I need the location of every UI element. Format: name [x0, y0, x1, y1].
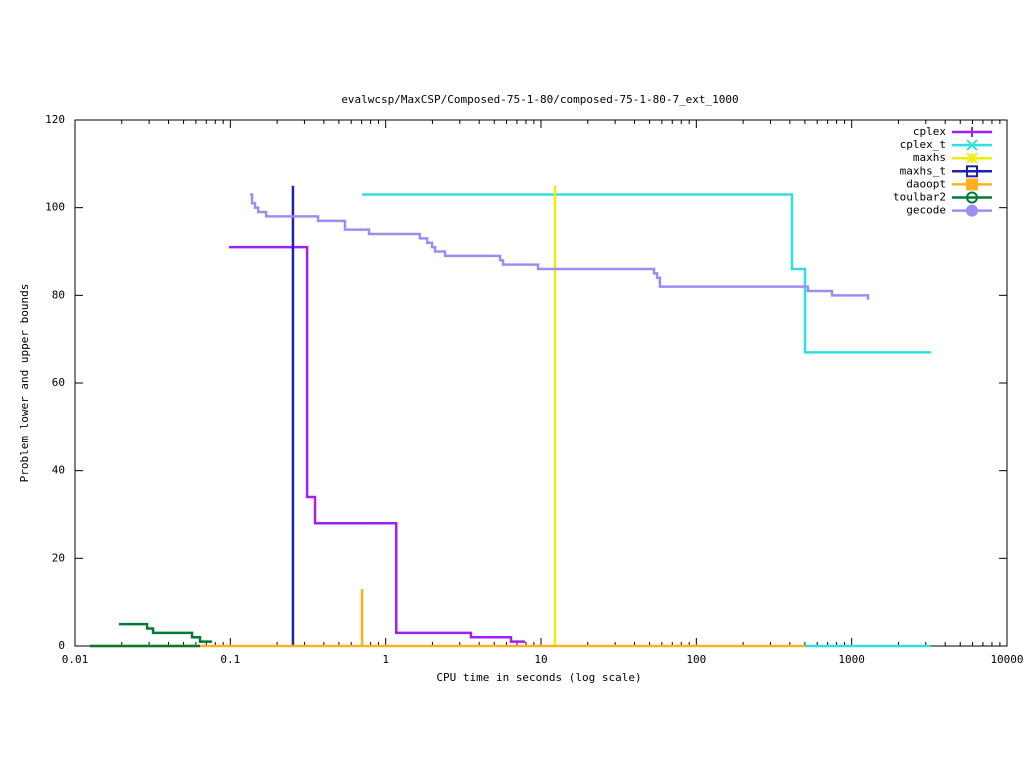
marker [966, 178, 978, 191]
legend-label: daoopt [906, 177, 946, 190]
series-line [362, 193, 932, 648]
y-tick-label: 100 [45, 201, 65, 214]
marker-shape [967, 127, 977, 137]
legend-label: toulbar2 [893, 191, 946, 204]
legend-label: cplex [913, 125, 946, 138]
y-tick-label: 0 [58, 639, 65, 652]
legend-label: gecode [906, 204, 946, 217]
legend-label: maxhs [913, 151, 946, 164]
series-line [228, 245, 526, 643]
series-line [90, 622, 212, 648]
y-tick-label: 40 [52, 464, 65, 477]
series-line [90, 589, 806, 648]
marker [966, 204, 978, 217]
marker [966, 139, 978, 151]
plot-frame [74, 119, 1008, 647]
marker-shape [966, 191, 978, 204]
chart-title: evalwcsp/MaxCSP/Composed-75-1-80/compose… [341, 93, 738, 106]
x-axis-label: CPU time in seconds (log scale) [436, 671, 641, 684]
x-tick-label: 1 [382, 653, 389, 666]
marker [966, 191, 978, 204]
marker-shape [966, 139, 978, 151]
x-tick-label: 10000 [990, 653, 1023, 666]
x-tick-label: 0.1 [220, 653, 240, 666]
y-tick-label: 120 [45, 113, 65, 126]
marker [966, 152, 978, 164]
marker [966, 165, 978, 178]
legend-label: cplex_t [900, 138, 946, 151]
y-tick-label: 20 [52, 551, 65, 564]
marker-shape [966, 165, 978, 178]
x-tick-label: 0.01 [62, 653, 89, 666]
series-line [250, 193, 870, 300]
marker-shape [966, 152, 978, 164]
x-tick-label: 1000 [838, 653, 865, 666]
marker [967, 127, 977, 137]
legend-label: maxhs_t [900, 164, 946, 177]
marker-shape [966, 178, 978, 191]
y-axis-label: Problem lower and upper bounds [18, 284, 31, 483]
x-tick-label: 100 [686, 653, 706, 666]
x-tick-label: 10 [534, 653, 547, 666]
y-tick-label: 60 [52, 376, 65, 389]
y-tick-label: 80 [52, 288, 65, 301]
marker-shape [966, 204, 978, 217]
